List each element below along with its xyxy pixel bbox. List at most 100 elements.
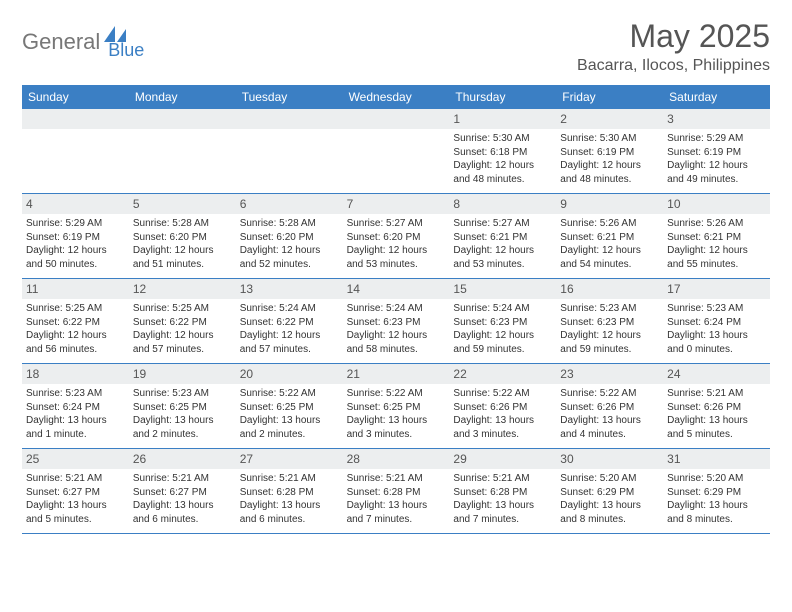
daylight-text: Daylight: 12 hours and 56 minutes. <box>26 329 125 356</box>
sunrise-text: Sunrise: 5:26 AM <box>560 217 659 231</box>
day-cell: 19Sunrise: 5:23 AMSunset: 6:25 PMDayligh… <box>129 364 236 448</box>
day-cell <box>22 109 129 193</box>
day-number: 18 <box>22 364 129 384</box>
day-cell: 17Sunrise: 5:23 AMSunset: 6:24 PMDayligh… <box>663 279 770 363</box>
day-cell: 30Sunrise: 5:20 AMSunset: 6:29 PMDayligh… <box>556 449 663 533</box>
logo: General Blue <box>22 18 144 61</box>
sunset-text: Sunset: 6:19 PM <box>560 146 659 160</box>
daylight-text: Daylight: 13 hours and 3 minutes. <box>453 414 552 441</box>
sunset-text: Sunset: 6:22 PM <box>26 316 125 330</box>
sunset-text: Sunset: 6:20 PM <box>240 231 339 245</box>
daylight-text: Daylight: 12 hours and 50 minutes. <box>26 244 125 271</box>
sunrise-text: Sunrise: 5:29 AM <box>26 217 125 231</box>
sunset-text: Sunset: 6:25 PM <box>133 401 232 415</box>
sunrise-text: Sunrise: 5:22 AM <box>347 387 446 401</box>
day-info: Sunrise: 5:30 AMSunset: 6:19 PMDaylight:… <box>560 132 659 186</box>
day-cell: 23Sunrise: 5:22 AMSunset: 6:26 PMDayligh… <box>556 364 663 448</box>
day-cell: 9 Sunrise: 5:26 AMSunset: 6:21 PMDaylight… <box>556 194 663 278</box>
day-cell: 29Sunrise: 5:21 AMSunset: 6:28 PMDayligh… <box>449 449 556 533</box>
day-info: Sunrise: 5:21 AMSunset: 6:27 PMDaylight:… <box>26 472 125 526</box>
sunrise-text: Sunrise: 5:21 AM <box>133 472 232 486</box>
day-cell: 27Sunrise: 5:21 AMSunset: 6:28 PMDayligh… <box>236 449 343 533</box>
sunrise-text: Sunrise: 5:21 AM <box>26 472 125 486</box>
day-number <box>236 109 343 129</box>
daylight-text: Daylight: 12 hours and 55 minutes. <box>667 244 766 271</box>
sunset-text: Sunset: 6:29 PM <box>560 486 659 500</box>
day-number: 22 <box>449 364 556 384</box>
sunrise-text: Sunrise: 5:23 AM <box>133 387 232 401</box>
sunrise-text: Sunrise: 5:21 AM <box>453 472 552 486</box>
day-info: Sunrise: 5:27 AMSunset: 6:21 PMDaylight:… <box>453 217 552 271</box>
day-cell: 31Sunrise: 5:20 AMSunset: 6:29 PMDayligh… <box>663 449 770 533</box>
daylight-text: Daylight: 13 hours and 2 minutes. <box>240 414 339 441</box>
day-cell: 26 Sunrise: 5:21 AMSunset: 6:27 PMDayligh… <box>129 449 236 533</box>
day-info: Sunrise: 5:24 AMSunset: 6:23 PMDaylight:… <box>453 302 552 356</box>
month-title: May 2025 <box>577 18 770 55</box>
daylight-text: Daylight: 12 hours and 54 minutes. <box>560 244 659 271</box>
day-number: 20 <box>236 364 343 384</box>
sunset-text: Sunset: 6:18 PM <box>453 146 552 160</box>
week-row: 25Sunrise: 5:21 AMSunset: 6:27 PMDayligh… <box>22 449 770 534</box>
sunrise-text: Sunrise: 5:22 AM <box>240 387 339 401</box>
day-cell: 11Sunrise: 5:25 AMSunset: 6:22 PMDayligh… <box>22 279 129 363</box>
sunrise-text: Sunrise: 5:22 AM <box>560 387 659 401</box>
day-number: 21 <box>343 364 450 384</box>
sunrise-text: Sunrise: 5:27 AM <box>347 217 446 231</box>
sunset-text: Sunset: 6:23 PM <box>453 316 552 330</box>
sunset-text: Sunset: 6:21 PM <box>560 231 659 245</box>
day-number: 7 <box>343 194 450 214</box>
day-number: 6 <box>236 194 343 214</box>
calendar-grid: Sunday Monday Tuesday Wednesday Thursday… <box>22 85 770 534</box>
day-number: 13 <box>236 279 343 299</box>
day-cell: 7Sunrise: 5:27 AMSunset: 6:20 PMDaylight… <box>343 194 450 278</box>
sunset-text: Sunset: 6:26 PM <box>667 401 766 415</box>
daylight-text: Daylight: 12 hours and 48 minutes. <box>453 159 552 186</box>
daylight-text: Daylight: 13 hours and 3 minutes. <box>347 414 446 441</box>
day-number: 15 <box>449 279 556 299</box>
day-info: Sunrise: 5:22 AMSunset: 6:26 PMDaylight:… <box>453 387 552 441</box>
day-info: Sunrise: 5:21 AMSunset: 6:27 PMDaylight:… <box>133 472 232 526</box>
sunrise-text: Sunrise: 5:26 AM <box>667 217 766 231</box>
week-row: 11Sunrise: 5:25 AMSunset: 6:22 PMDayligh… <box>22 279 770 364</box>
day-number: 3 <box>663 109 770 129</box>
day-number <box>22 109 129 129</box>
day-info: Sunrise: 5:28 AMSunset: 6:20 PMDaylight:… <box>133 217 232 271</box>
day-cell: 3Sunrise: 5:29 AMSunset: 6:19 PMDaylight… <box>663 109 770 193</box>
day-cell: 10Sunrise: 5:26 AMSunset: 6:21 PMDayligh… <box>663 194 770 278</box>
daylight-text: Daylight: 13 hours and 7 minutes. <box>453 499 552 526</box>
day-number: 26 <box>129 449 236 469</box>
day-number: 25 <box>22 449 129 469</box>
day-cell: 4Sunrise: 5:29 AMSunset: 6:19 PMDaylight… <box>22 194 129 278</box>
day-cell <box>129 109 236 193</box>
daylight-text: Daylight: 13 hours and 7 minutes. <box>347 499 446 526</box>
daylight-text: Daylight: 13 hours and 5 minutes. <box>26 499 125 526</box>
title-block: May 2025 Bacarra, Ilocos, Philippines <box>577 18 770 75</box>
day-cell: 15 Sunrise: 5:24 AMSunset: 6:23 PMDayligh… <box>449 279 556 363</box>
sunset-text: Sunset: 6:22 PM <box>240 316 339 330</box>
day-number: 11 <box>22 279 129 299</box>
day-info: Sunrise: 5:23 AMSunset: 6:24 PMDaylight:… <box>667 302 766 356</box>
day-cell: 12Sunrise: 5:25 AMSunset: 6:22 PMDayligh… <box>129 279 236 363</box>
sunrise-text: Sunrise: 5:20 AM <box>560 472 659 486</box>
sunrise-text: Sunrise: 5:24 AM <box>240 302 339 316</box>
day-number: 19 <box>129 364 236 384</box>
sunrise-text: Sunrise: 5:30 AM <box>453 132 552 146</box>
day-number: 8 <box>449 194 556 214</box>
week-row: 4Sunrise: 5:29 AMSunset: 6:19 PMDaylight… <box>22 194 770 279</box>
daylight-text: Daylight: 12 hours and 53 minutes. <box>347 244 446 271</box>
day-number: 9 <box>556 194 663 214</box>
sunset-text: Sunset: 6:24 PM <box>667 316 766 330</box>
day-info: Sunrise: 5:20 AMSunset: 6:29 PMDaylight:… <box>560 472 659 526</box>
daylight-text: Daylight: 12 hours and 49 minutes. <box>667 159 766 186</box>
day-number: 1 <box>449 109 556 129</box>
sunrise-text: Sunrise: 5:24 AM <box>453 302 552 316</box>
sunset-text: Sunset: 6:23 PM <box>347 316 446 330</box>
sunrise-text: Sunrise: 5:20 AM <box>667 472 766 486</box>
day-info: Sunrise: 5:20 AMSunset: 6:29 PMDaylight:… <box>667 472 766 526</box>
daylight-text: Daylight: 13 hours and 1 minute. <box>26 414 125 441</box>
day-number: 2 <box>556 109 663 129</box>
day-info: Sunrise: 5:21 AMSunset: 6:28 PMDaylight:… <box>240 472 339 526</box>
day-cell: 14Sunrise: 5:24 AMSunset: 6:23 PMDayligh… <box>343 279 450 363</box>
day-cell: 6Sunrise: 5:28 AMSunset: 6:20 PMDaylight… <box>236 194 343 278</box>
day-number: 12 <box>129 279 236 299</box>
